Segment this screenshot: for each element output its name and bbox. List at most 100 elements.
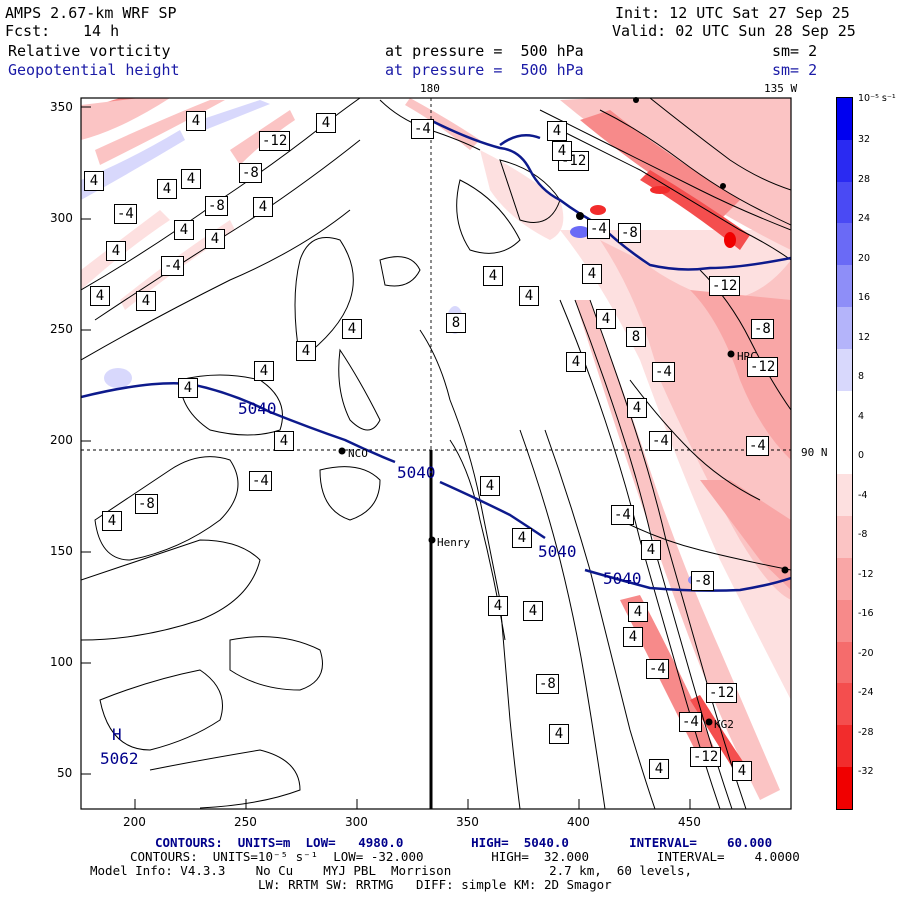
colorbar-tick-label: 8 [858,371,865,382]
plot-frame [80,97,792,810]
field-vorticity-level: at pressure = 500 hPa [385,42,584,60]
vorticity-contour-label: 8 [626,327,646,347]
vorticity-contours [81,98,791,809]
vorticity-contour-label: -4 [611,505,634,525]
vorticity-contour-label: -4 [114,204,137,224]
y-tick-label: 350 [50,100,73,114]
height-label-5040: 5040 [238,399,277,418]
vorticity-contour-label: 4 [523,601,543,621]
vorticity-contour-label: 8 [446,313,466,333]
vorticity-contour-label: -12 [709,276,741,296]
footer-vorticity-contours: CONTOURS: UNITS=10⁻⁵ s⁻¹ LOW= -32.000 HI… [130,849,800,864]
high-value: 5062 [100,749,139,768]
vorticity-contour-label: -8 [239,163,262,183]
shaded-vorticity [81,98,791,800]
colorbar-tick-label: -16 [858,608,874,619]
vorticity-contour-label: 4 [84,171,104,191]
colorbar-tick-label: 4 [858,410,865,422]
field-vorticity-title: Relative vorticity [8,42,171,60]
vorticity-contour-label: 4 [519,286,539,306]
y-tick-label: 100 [50,655,73,669]
field-vorticity-smoothing: sm= 2 [772,42,818,60]
model-title: AMPS 2.67-km WRF SP [5,4,177,22]
lat-label-90n: 90 N [801,446,828,459]
footer-model-info: Model Info: V4.3.3 No Cu MYJ PBL Morriso… [90,863,693,878]
vorticity-contour-label: 4 [90,286,110,306]
vorticity-contour-label: 4 [582,264,602,284]
vorticity-contour-label: -8 [135,494,158,514]
y-tick-label: 150 [50,544,73,558]
vorticity-contour-label: 4 [566,352,586,372]
vorticity-contour-label: -8 [205,196,228,216]
station-label-henry: Henry [437,536,471,549]
colorbar-segment [837,307,852,349]
vorticity-contour-label: -12 [690,747,722,767]
colorbar-tick-label: -24 [858,687,874,698]
colorbar-segment [837,98,852,140]
colorbar-segment [837,725,852,767]
colorbar-segment [837,683,852,726]
vorticity-contour-label: -12 [706,683,738,703]
x-tick-label: 300 [345,815,368,829]
forecast-label: Fcst: [5,22,51,40]
colorbar-tick-label: -28 [858,726,874,738]
colorbar-segment [837,432,852,475]
y-tick-label: 250 [50,322,73,336]
footer-physics-info: LW: RRTM SW: RRTMG DIFF: simple KM: 2D S… [258,877,612,892]
colorbar-segment [837,599,852,642]
vorticity-contour-label: 4 [106,241,126,261]
colorbar-tick-label: 28 [858,173,871,185]
station-label-nco: NCO [348,447,368,460]
x-tick-label: 200 [123,815,146,829]
high-marker: H [112,725,122,744]
vorticity-contour-label: 4 [596,309,616,329]
vorticity-contour-label: -4 [587,219,610,239]
vorticity-contour-label: 4 [186,111,206,131]
height-label-5040: 5040 [538,542,577,561]
vorticity-contour-label: -4 [679,712,702,732]
vorticity-contour-label: 4 [157,179,177,199]
colorbar-segment [837,474,852,517]
vorticity-contour-label: -8 [691,571,714,591]
colorbar-tick-label: 20 [858,252,871,264]
vorticity-contour-label: 4 [627,398,647,418]
colorbar-tick-label: -12 [858,568,874,580]
y-tick-label: 300 [50,211,73,225]
vorticity-contour-label: -8 [751,319,774,339]
vorticity-contour-label: -4 [746,436,769,456]
colorbar-segment [837,557,852,600]
x-tick-label: 450 [678,815,701,829]
vorticity-contour-label: 4 [174,220,194,240]
vorticity-contour-label: 4 [316,113,336,133]
vorticity-contour-label: -12 [747,357,779,377]
field-height-level: at pressure = 500 hPa [385,61,584,79]
colorbar-tick-label: 0 [858,450,865,461]
colorbar [836,97,853,810]
forecast-hour: 14 h [83,22,120,40]
vorticity-contour-label: 4 [102,511,122,531]
station-label-kg: KG2 [714,718,734,731]
vorticity-contour-label: -8 [536,674,559,694]
vorticity-contour-label: 4 [480,476,500,496]
vorticity-contour-label: -4 [649,431,672,451]
y-tick-label: 200 [50,433,73,447]
vorticity-contour-label: -4 [161,256,184,276]
height-label-5040: 5040 [397,463,436,482]
vorticity-contour-label: 4 [552,141,572,161]
colorbar-tick-label: 24 [858,213,871,224]
vorticity-contour-label: 4 [342,319,362,339]
colorbar-tick-label: -20 [858,647,874,659]
vorticity-contour-label: 4 [732,761,752,781]
colorbar-segment [837,265,852,308]
vorticity-contour-label: 4 [549,724,569,744]
vorticity-contour-label: -4 [249,471,272,491]
vorticity-contour-label: 4 [488,596,508,616]
vorticity-contour-label: 4 [178,378,198,398]
vorticity-contour-label: 4 [547,121,567,141]
vorticity-contour-label: 4 [483,266,503,286]
colorbar-tick-label: 32 [858,134,871,145]
colorbar-segment [837,767,852,809]
lon-label-180: 180 [420,82,440,95]
vorticity-contour-label: 4 [136,291,156,311]
